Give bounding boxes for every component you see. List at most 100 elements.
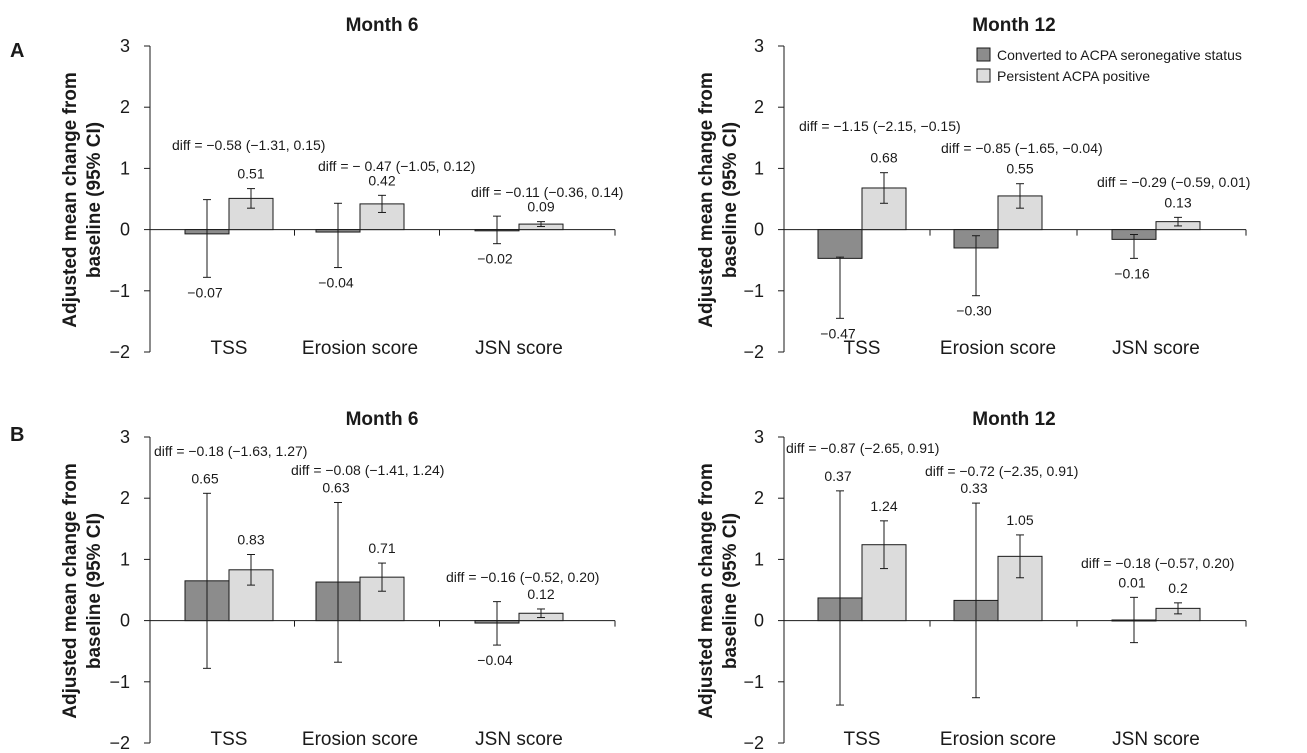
value-label: 0.09 <box>527 199 554 215</box>
value-label: 1.05 <box>1006 512 1033 528</box>
y-axis-label: Adjusted mean change from baseline (95% C… <box>60 463 105 719</box>
diff-annotation: diff = −0.87 (−2.65, 0.91) <box>786 440 939 456</box>
x-category-label: TSS <box>211 729 248 750</box>
y-axis-label-line: Adjusted mean change from <box>696 72 717 328</box>
y-axis-label-line: baseline (95% CI) <box>720 122 741 278</box>
x-category-label: JSN score <box>1112 338 1200 359</box>
value-label: 0.83 <box>237 532 264 548</box>
diff-annotation: diff = −0.18 (−0.57, 0.20) <box>1081 555 1234 571</box>
chart-b-month-12: Month 12 Adjusted mean change from baselin… <box>696 409 1247 753</box>
x-category-label: JSN score <box>1112 729 1200 750</box>
y-tick-label: −1 <box>743 672 764 692</box>
category-group: TSS 0.37 1.24 diff = −0.87 (−2.65, 0.91) <box>786 440 939 750</box>
value-label: 0.63 <box>322 479 349 495</box>
y-axis-label: Adjusted mean change from baseline (95% C… <box>696 72 741 328</box>
value-label: 0.65 <box>191 470 218 486</box>
value-label: −0.04 <box>477 652 513 668</box>
y-tick-label: 3 <box>120 427 130 447</box>
chart-title: Month 6 <box>346 409 419 430</box>
y-tick-label: −2 <box>109 342 130 362</box>
y-tick-label: −2 <box>743 733 764 753</box>
value-label: −0.16 <box>1114 265 1150 281</box>
legend: Converted to ACPA seronegative status Pe… <box>976 47 1242 84</box>
value-label: 0.51 <box>237 166 264 182</box>
y-tick-label: 2 <box>120 97 130 117</box>
legend-swatch-persistent <box>976 68 991 83</box>
value-label: 0.12 <box>527 586 554 602</box>
y-axis-label-line: Adjusted mean change from <box>696 463 717 719</box>
x-category-label: Erosion score <box>302 338 418 359</box>
x-category-label: TSS <box>211 338 248 359</box>
y-tick-label: −2 <box>109 733 130 753</box>
panel-label-b: B <box>10 424 24 446</box>
x-category-label: TSS <box>844 729 881 750</box>
diff-annotation: diff = −0.58 (−1.31, 0.15) <box>172 137 325 153</box>
y-tick-label: 1 <box>120 158 130 178</box>
legend-label-converted: Converted to ACPA seronegative status <box>997 47 1242 63</box>
y-tick-label: 0 <box>120 220 130 240</box>
chart-a-month-12: Month 12 Adjusted mean change from baselin… <box>696 15 1250 362</box>
value-label: −0.30 <box>956 303 992 319</box>
x-category-label: Erosion score <box>940 729 1056 750</box>
value-label: 0.2 <box>1168 580 1188 596</box>
x-category-label: TSS <box>844 338 881 359</box>
value-label: 0.01 <box>1118 574 1145 590</box>
value-label: 0.13 <box>1164 194 1191 210</box>
value-label: 0.42 <box>368 172 395 188</box>
diff-annotation: diff = −0.29 (−0.59, 0.01) <box>1097 174 1250 190</box>
value-label: −0.04 <box>318 275 354 291</box>
y-tick-label: 3 <box>754 427 764 447</box>
y-tick-label: 3 <box>120 36 130 56</box>
diff-annotation: diff = −0.16 (−0.52, 0.20) <box>446 569 599 585</box>
diff-annotation: diff = −0.08 (−1.41, 1.24) <box>291 462 444 478</box>
category-group: Erosion score −0.30 0.55 diff = −0.85 (−1.6… <box>940 140 1103 359</box>
x-category-label: JSN score <box>475 338 563 359</box>
chart-title: Month 12 <box>972 15 1055 36</box>
y-tick-label: 2 <box>754 488 764 508</box>
x-category-label: JSN score <box>475 729 563 750</box>
category-group: TSS −0.07 0.51 diff = −0.58 (−1.31, 0.15) <box>172 137 325 359</box>
y-axis-label-line: baseline (95% CI) <box>84 513 105 669</box>
y-tick-label: 2 <box>120 488 130 508</box>
diff-annotation: diff = −0.11 (−0.36, 0.14) <box>471 184 623 200</box>
value-label: 0.37 <box>824 468 851 484</box>
y-axis-label: Adjusted mean change from baseline (95% C… <box>60 72 105 328</box>
value-label: 0.71 <box>368 540 395 556</box>
diff-annotation: diff = − 0.47 (−1.05, 0.12) <box>318 158 475 174</box>
y-tick-label: 3 <box>754 36 764 56</box>
x-category-label: Erosion score <box>940 338 1056 359</box>
value-label: 1.24 <box>870 498 897 514</box>
y-tick-label: −2 <box>743 342 764 362</box>
category-group: TSS−0.47 0.68 diff = −1.15 (−2.15, −0.15) <box>799 118 961 359</box>
diff-annotation: diff = −0.85 (−1.65, −0.04) <box>941 140 1103 156</box>
y-tick-label: 0 <box>120 611 130 631</box>
value-label: −0.02 <box>477 251 513 267</box>
value-label: −0.07 <box>187 284 223 300</box>
y-tick-label: 1 <box>754 549 764 569</box>
category-group: JSN score −0.16 0.13 diff = −0.29 (−0.59, 0… <box>1097 174 1250 359</box>
y-tick-label: −1 <box>109 672 130 692</box>
value-label: 0.33 <box>960 480 987 496</box>
y-tick-label: 1 <box>120 549 130 569</box>
legend-swatch-converted <box>976 47 991 62</box>
legend-label-persistent: Persistent ACPA positive <box>997 68 1150 84</box>
y-axis-label-line: Adjusted mean change from <box>60 463 81 719</box>
panel-label-a: A <box>10 40 24 62</box>
y-axis-label-line: baseline (95% CI) <box>84 122 105 278</box>
value-label: 0.68 <box>870 150 897 166</box>
value-label: 0.55 <box>1006 161 1033 177</box>
y-tick-label: 0 <box>754 220 764 240</box>
diff-annotation: diff = −1.15 (−2.15, −0.15) <box>799 118 961 134</box>
y-tick-label: −1 <box>109 281 130 301</box>
diff-annotation: diff = −0.72 (−2.35, 0.91) <box>925 463 1078 479</box>
y-tick-label: 1 <box>754 158 764 178</box>
value-label: −0.47 <box>820 325 856 341</box>
y-axis-label-line: baseline (95% CI) <box>720 513 741 669</box>
chart-title: Month 6 <box>346 15 419 36</box>
category-group: TSS 0.65 0.83 diff = −0.18 (−1.63, 1.27) <box>154 443 307 750</box>
x-category-label: Erosion score <box>302 729 418 750</box>
